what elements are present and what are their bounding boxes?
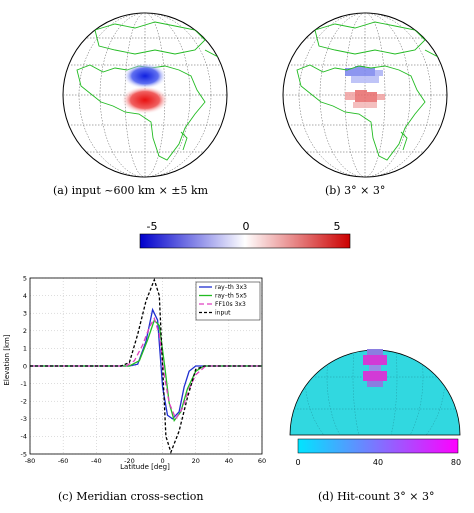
chart-axes: -80 -60 -40 -20 0 20 40 60 5 4 3 2 1 0 -1 -2 -3 -4 -5 xyxy=(21,274,267,465)
series-line-1 xyxy=(30,318,262,423)
y-tick-label: 4 xyxy=(23,292,27,300)
y-tick-label: 5 xyxy=(23,274,27,282)
y-tick-label: -1 xyxy=(21,380,27,388)
chart-series xyxy=(30,277,262,455)
anomaly-positive xyxy=(121,86,169,114)
coastline-b xyxy=(296,21,446,161)
hit-tick-40: 40 xyxy=(373,458,383,467)
y-tick-label: -4 xyxy=(21,433,27,441)
cb-tick-min: -5 xyxy=(147,220,158,233)
globe-input xyxy=(62,12,228,178)
legend-label-2: FF10s 3x3 xyxy=(215,301,246,308)
cb-tick-mid: 0 xyxy=(243,220,250,233)
y-tick-label: 1 xyxy=(23,345,27,353)
legend-label-0: ray–th 3x3 xyxy=(215,284,247,291)
caption-d: (d) Hit-count 3° × 3° xyxy=(318,490,435,503)
colorbar-hitcount: 0 40 80 xyxy=(295,438,461,467)
y-tick-label: 3 xyxy=(23,310,27,318)
x-axis-label: Latitude [deg] xyxy=(120,463,170,471)
cb-tick-max: 5 xyxy=(334,220,341,233)
series-line-2 xyxy=(30,316,262,421)
plot-frame xyxy=(29,277,263,455)
y-axis-label: Elevation [km] xyxy=(3,334,11,385)
hitcount-hotspot xyxy=(363,349,387,387)
legend-box xyxy=(195,281,261,321)
x-tick-label: 60 xyxy=(258,457,266,465)
x-tick-label: -80 xyxy=(25,457,36,465)
y-tick-label: -2 xyxy=(21,398,27,406)
globe-hitcount xyxy=(289,349,461,436)
x-tick-label: 20 xyxy=(192,457,200,465)
x-tick-label: -40 xyxy=(91,457,102,465)
y-tick-label: 2 xyxy=(23,327,27,335)
y-tick-label: 0 xyxy=(23,362,27,370)
caption-c: (c) Meridian cross-section xyxy=(58,490,204,503)
x-tick-label: -20 xyxy=(124,457,135,465)
legend-label-3: input xyxy=(215,310,231,317)
x-tick-label: -60 xyxy=(58,457,69,465)
meridian-chart: -80 -60 -40 -20 0 20 40 60 5 4 3 2 1 0 -1 -2 -3 -4 -5 ray–… xyxy=(3,274,267,471)
pixel-anomaly-negative xyxy=(345,66,383,83)
y-tick-label: -5 xyxy=(21,450,27,458)
globe-3x3 xyxy=(282,12,448,178)
series-line-3 xyxy=(30,277,262,455)
x-tick-label: 0 xyxy=(161,457,165,465)
hit-tick-80: 80 xyxy=(451,458,461,467)
series-line-0 xyxy=(30,307,262,420)
colorbar-main: -5 0 5 xyxy=(139,220,351,249)
caption-a: (a) input ~600 km × ±5 km xyxy=(53,184,209,197)
anomaly-negative xyxy=(123,63,167,89)
caption-b: (b) 3° × 3° xyxy=(325,184,386,197)
y-tick-label: -3 xyxy=(21,415,27,423)
hit-tick-0: 0 xyxy=(295,458,300,467)
pixel-anomaly-positive xyxy=(345,90,385,108)
legend-label-1: ray–th 5x5 xyxy=(215,293,247,300)
x-tick-label: 40 xyxy=(225,457,233,465)
